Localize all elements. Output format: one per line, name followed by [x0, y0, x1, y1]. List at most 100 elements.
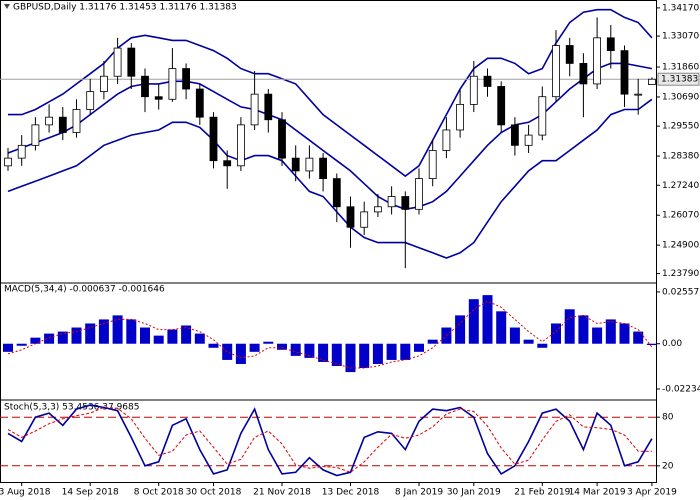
y-tick-label: 1.27240 — [662, 181, 699, 191]
candle-body — [264, 93, 273, 121]
candle-body — [332, 178, 341, 208]
candle-body — [469, 75, 478, 105]
macd-bar — [318, 343, 329, 362]
x-tick-label: 30 Jan 2019 — [447, 488, 501, 498]
macd-bar — [372, 343, 383, 364]
macd-bar — [3, 343, 13, 352]
candle-body — [415, 178, 423, 210]
candle-body — [497, 86, 506, 126]
macd-bar — [414, 343, 424, 352]
macd-bar — [44, 333, 55, 344]
candle-body — [401, 196, 410, 210]
macd-bar — [482, 295, 493, 344]
macd-bar — [263, 341, 274, 344]
x-tick-label: 13 Dec 2018 — [322, 488, 380, 498]
macd-bar — [359, 343, 370, 369]
macd-bar — [331, 343, 342, 367]
y-tick-label: -0.02234 — [662, 384, 700, 394]
candle-body — [72, 109, 81, 133]
candle-body — [182, 68, 191, 90]
macd-bar — [112, 315, 123, 344]
y-tick-label: 1.29550 — [662, 122, 699, 132]
frame — [0, 0, 657, 483]
last-price-box — [657, 72, 700, 86]
y-tick-label: 1.28380 — [662, 152, 699, 162]
candle-body — [648, 78, 656, 85]
candle-body — [127, 47, 136, 77]
macd-bar — [427, 339, 438, 344]
last-price-label: 1.31383 — [661, 75, 698, 85]
macd-bar — [153, 335, 164, 344]
candle-body — [606, 37, 615, 52]
x-tick-label: 8 Jan 2019 — [395, 488, 443, 498]
candle-body — [113, 47, 122, 77]
macd-bar — [509, 327, 520, 344]
macd-bar — [222, 343, 233, 360]
candle-body — [524, 134, 533, 146]
x-tick-label: 21 Nov 2018 — [253, 488, 311, 498]
y-tick-label: 1.24900 — [662, 241, 699, 251]
chart-title: GBPUSD,Daily 1.31176 1.31453 1.31176 1.3… — [13, 3, 237, 13]
candle-body — [141, 75, 149, 98]
candle-body — [456, 103, 465, 131]
stoch-main — [7, 404, 653, 477]
x-tick-label: 8 Oct 2018 — [134, 488, 184, 498]
macd-bar — [455, 315, 466, 344]
candle-body — [4, 157, 12, 167]
y-tick-label: 1.26070 — [662, 211, 699, 221]
macd-bar — [564, 309, 575, 344]
candle-body — [236, 124, 245, 167]
macd-bar — [98, 319, 109, 344]
macd-bar — [578, 315, 589, 344]
candle-body — [168, 68, 177, 100]
candle-body — [634, 93, 643, 96]
candle-body — [428, 150, 437, 180]
candle-body — [223, 160, 232, 167]
candle-body — [360, 211, 369, 228]
macd-bar — [537, 343, 548, 348]
candle-body — [510, 124, 519, 146]
candle-body — [565, 45, 574, 64]
macd-bar — [16, 343, 27, 346]
candle-body — [45, 116, 53, 126]
x-tick-label: 3 Apr 2019 — [627, 488, 677, 498]
candle-body — [31, 124, 40, 146]
candle-body — [86, 91, 95, 110]
stoch-title: Stoch(5,3,3) 53.4536 37.9685 — [4, 403, 139, 413]
candle-body — [17, 144, 26, 159]
candle-body — [291, 157, 300, 172]
candle-body — [442, 129, 451, 151]
macd-bar — [523, 339, 534, 344]
macd-bar — [633, 331, 644, 344]
macd-bar — [592, 327, 603, 344]
y-tick-label: 1.23790 — [662, 269, 699, 279]
candle-body — [58, 116, 67, 133]
candle-body — [305, 157, 314, 172]
macd-bar — [194, 333, 205, 344]
macd-bar — [496, 311, 507, 344]
x-tick-label: 30 Oct 2018 — [186, 488, 242, 498]
macd-bar — [646, 343, 657, 346]
macd-bar — [345, 343, 356, 373]
macd-title: MACD(5,34,4) -0.000637 -0.001646 — [4, 285, 165, 295]
candle-body — [100, 75, 108, 92]
candle-body — [154, 96, 163, 100]
y-tick-label: 0.025577 — [662, 287, 700, 297]
macd-bar — [277, 343, 287, 350]
candle-body — [209, 116, 218, 162]
candle-body — [346, 206, 355, 228]
macd-bar — [249, 343, 260, 352]
candle-body — [620, 50, 629, 95]
macd-bar — [386, 343, 397, 360]
y-tick-label: 1.30690 — [662, 92, 699, 102]
y-tick-label: 1.31860 — [662, 63, 699, 73]
stoch-signal — [7, 406, 652, 473]
macd-signal — [7, 300, 653, 369]
macd-bar — [208, 343, 219, 348]
macd-bar — [619, 323, 630, 344]
candle-body — [552, 45, 560, 98]
y-tick-label: 1.34170 — [662, 3, 699, 13]
macd-bar — [71, 327, 82, 344]
y-tick-label: 20 — [662, 461, 674, 471]
